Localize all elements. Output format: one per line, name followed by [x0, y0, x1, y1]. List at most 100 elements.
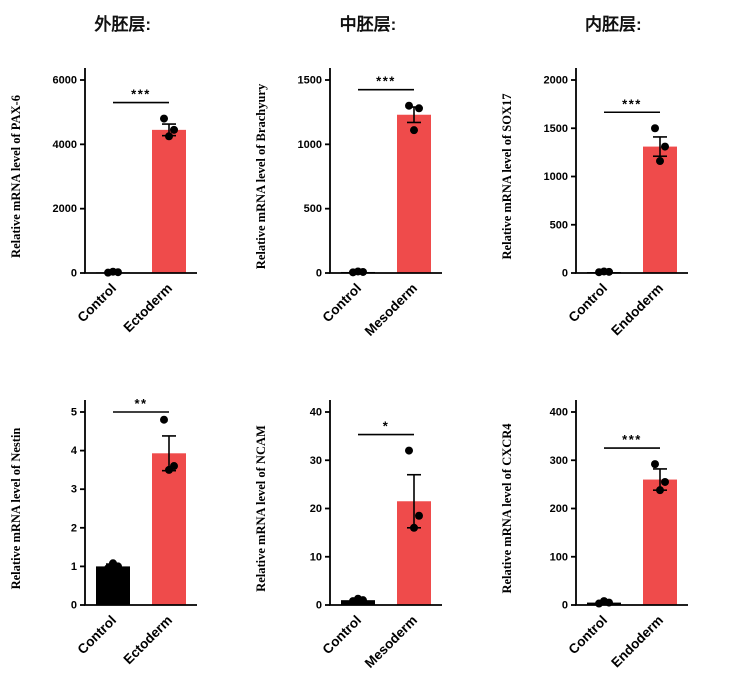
- significance-stars: ***: [622, 96, 642, 111]
- y-tick-label: 0: [71, 268, 77, 280]
- category-label: Control: [75, 281, 120, 326]
- y-tick-label: 20: [310, 503, 322, 515]
- data-point: [655, 486, 664, 495]
- y-tick-label: 5: [71, 407, 77, 419]
- significance-stars: ***: [131, 87, 151, 102]
- significance-stars: **: [135, 396, 148, 411]
- y-tick-label: 10: [310, 551, 322, 563]
- category-label: Control: [320, 613, 365, 658]
- y-tick-label: 1000: [543, 171, 567, 183]
- significance-stars: ***: [377, 74, 397, 89]
- y-tick-label: 0: [316, 600, 322, 612]
- chart-grid: 0 2000 4000 6000 Control Ectoderm Relative mRN…: [0, 38, 736, 698]
- chart-pax6: 0 2000 4000 6000 Control Ectoderm Relative mRN…: [0, 38, 245, 366]
- data-point: [655, 157, 664, 166]
- chart-pax6-plot: 0 2000 4000 6000 Control Ectoderm Relative mRN…: [9, 68, 198, 336]
- significance-stars: ***: [622, 432, 642, 447]
- y-tick-label: 1: [71, 561, 77, 573]
- y-tick-label: 2000: [543, 75, 567, 87]
- data-point: [415, 104, 424, 113]
- y-tick-label: 1000: [298, 139, 322, 151]
- data-point: [170, 125, 179, 134]
- data-point: [599, 267, 608, 276]
- y-tick-label: 0: [562, 268, 568, 280]
- y-axis-title: Relative mRNA level of Brachyury: [254, 83, 268, 269]
- chart-brachyury: 0 500 1000 1500 Control Mesoderm Relative mRNA…: [245, 38, 490, 366]
- category-label: Mesoderm: [362, 613, 420, 671]
- data-point: [660, 477, 669, 486]
- y-tick-label: 4: [71, 445, 78, 457]
- bar-control: [96, 566, 131, 605]
- data-point: [410, 126, 419, 135]
- data-point: [354, 594, 363, 603]
- y-tick-label: 4000: [53, 139, 77, 151]
- y-tick-label: 6000: [53, 75, 77, 87]
- data-point: [104, 564, 113, 573]
- category-label: Control: [565, 281, 610, 326]
- category-label: Mesoderm: [362, 281, 420, 339]
- data-point: [109, 559, 118, 568]
- y-tick-label: 3: [71, 484, 77, 496]
- data-point: [165, 465, 174, 474]
- category-label: Endoderm: [608, 613, 666, 671]
- y-tick-label: 300: [549, 455, 567, 467]
- y-tick-label: 2000: [53, 203, 77, 215]
- category-label: Control: [565, 613, 610, 658]
- data-point: [410, 523, 419, 532]
- y-tick-label: 500: [549, 219, 567, 231]
- y-axis-title: Relative mRNA level of Nestin: [9, 428, 23, 590]
- data-point: [415, 511, 424, 520]
- y-axis-title: Relative mRNA level of NCAM: [254, 425, 268, 592]
- bar-ectoderm: [152, 129, 187, 273]
- chart-nestin: 0 1 2 3 4 5 Control Ectoderm Relative mRNA level…: [0, 370, 245, 698]
- y-axis-title: Relative mRNA level of PAX-6: [9, 95, 23, 258]
- category-label: Control: [75, 613, 120, 658]
- data-point: [160, 114, 169, 123]
- bar-endoderm: [642, 146, 677, 273]
- chart-sox17: 0 500 1000 1500 2000 Control Endoderm Relative …: [491, 38, 736, 366]
- bar-mesoderm: [397, 114, 432, 274]
- chart-nestin-plot: 0 1 2 3 4 5 Control Ectoderm Relative mRNA level…: [9, 396, 198, 668]
- data-point: [405, 446, 414, 455]
- y-tick-label: 30: [310, 455, 322, 467]
- y-tick-label: 200: [549, 503, 567, 515]
- y-tick-label: 0: [562, 600, 568, 612]
- column-header-mesoderm: 中胚层:: [339, 15, 397, 34]
- y-tick-label: 2: [71, 522, 77, 534]
- chart-cxcr4: 0 100 200 300 400 Control Endoderm Relative mRN…: [491, 370, 736, 698]
- category-label: Endoderm: [608, 281, 666, 339]
- column-header-ectoderm: 外胚层:: [94, 15, 151, 34]
- category-label: Control: [320, 281, 365, 326]
- significance-stars: *: [383, 419, 390, 434]
- data-point: [354, 267, 363, 276]
- category-label: Ectoderm: [121, 613, 176, 668]
- data-point: [405, 101, 414, 110]
- y-axis-title: Relative mRNA level of CXCR4: [500, 423, 514, 594]
- data-point: [165, 132, 174, 141]
- bar-ectoderm: [152, 453, 187, 605]
- data-point: [650, 460, 659, 469]
- data-point: [660, 142, 669, 151]
- bar-endoderm: [642, 479, 677, 605]
- y-tick-label: 1500: [298, 75, 322, 87]
- y-tick-label: 0: [316, 268, 322, 280]
- y-tick-label: 0: [71, 600, 77, 612]
- y-tick-label: 1500: [543, 123, 567, 135]
- y-axis-title: Relative mRNA level of SOX17: [500, 94, 514, 260]
- data-point: [650, 124, 659, 133]
- category-label: Ectoderm: [121, 281, 176, 336]
- y-tick-label: 400: [549, 407, 567, 419]
- y-tick-label: 500: [304, 203, 322, 215]
- data-point: [109, 267, 118, 276]
- column-headers: 外胚层: 中胚层: 内胚层:: [0, 0, 736, 38]
- column-header-endoderm: 内胚层:: [584, 15, 642, 34]
- y-tick-label: 100: [549, 551, 567, 563]
- chart-ncam: 0 10 20 30 40 Control Mesoderm Relative mRNA le…: [245, 370, 490, 698]
- y-tick-label: 40: [310, 407, 322, 419]
- data-point: [599, 597, 608, 606]
